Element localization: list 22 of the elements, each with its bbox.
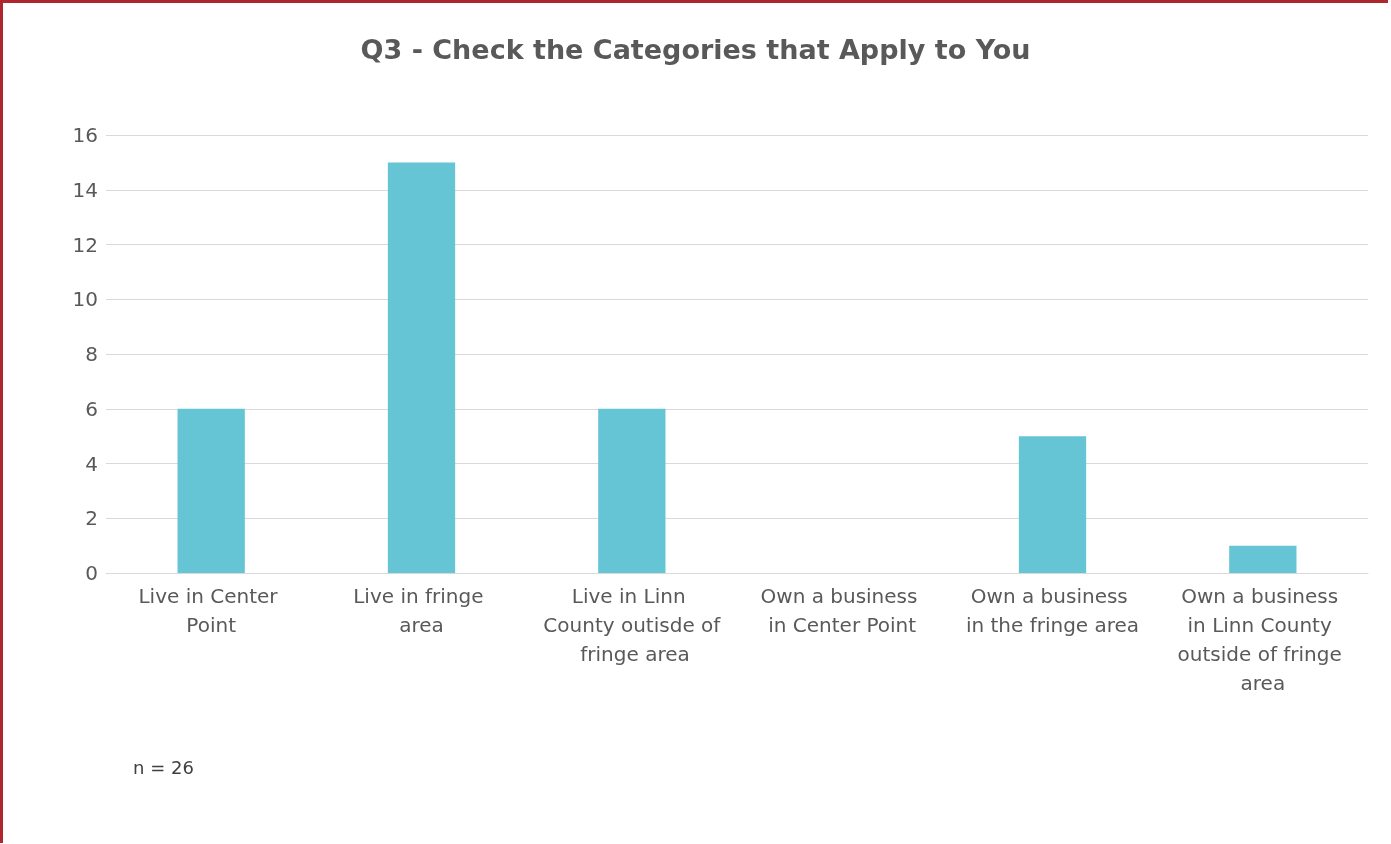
x-tick-label: Own a business in Linn County outside of fringe area <box>1177 583 1349 695</box>
x-tick-label: Own a business in the fringe area <box>965 583 1140 637</box>
y-tick-label: 0 <box>85 561 98 585</box>
x-tick-label: Live in Center Point <box>138 583 284 637</box>
text: n = 26 <box>133 756 194 778</box>
y-tick-label: 12 <box>72 232 98 257</box>
y-tick-label: 8 <box>85 342 98 366</box>
bar <box>598 408 666 573</box>
y-tick-label: 10 <box>72 287 98 312</box>
y-tick-label: 16 <box>72 123 98 147</box>
bar <box>177 408 245 573</box>
y-tick-label: 6 <box>85 396 98 421</box>
bar <box>387 162 456 573</box>
y-tick-label: 4 <box>85 451 98 476</box>
chart-title: Q3 - Check the Categories that Apply to You <box>360 34 1031 65</box>
y-tick-label: 2 <box>85 506 98 531</box>
x-tick-label: Live in Linn County outisde of fringe area <box>543 583 722 666</box>
y-tick-label: 14 <box>72 177 98 202</box>
x-tick-label: Live in fringe area <box>353 583 490 637</box>
bar <box>1018 436 1087 573</box>
bar <box>1229 545 1297 573</box>
x-tick-label: Own a business in Center Point <box>760 583 924 637</box>
